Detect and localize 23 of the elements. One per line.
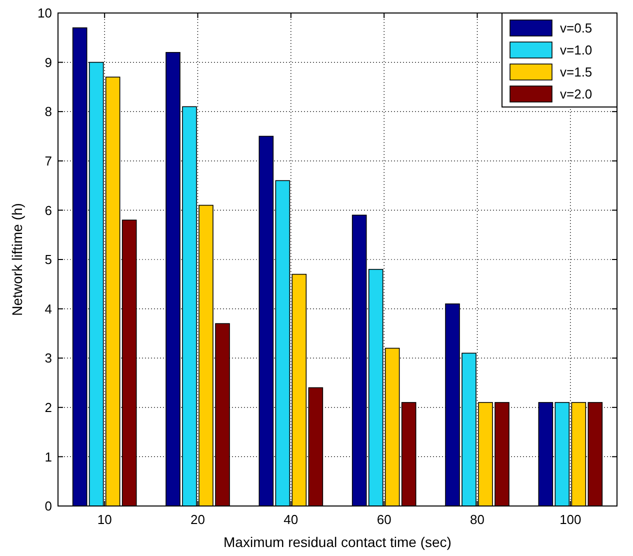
y-tick-label: 7 (44, 153, 52, 168)
y-tick-label: 4 (44, 301, 52, 316)
y-tick-label: 10 (38, 6, 52, 21)
x-axis-title: Maximum residual contact time (sec) (224, 534, 452, 550)
x-tick-label: 20 (190, 512, 205, 527)
y-tick-label: 6 (44, 202, 52, 218)
y-tick-label: 5 (44, 252, 52, 268)
y-tick-label: 9 (44, 54, 52, 70)
y-axis-title: Network liftime (h) (9, 203, 25, 316)
x-tick-label: 40 (284, 512, 298, 527)
y-tick-label: 1 (44, 449, 52, 464)
legend-label: v=1.5 (560, 64, 592, 80)
y-tick-label: 0 (44, 498, 52, 514)
y-tick-label: 2 (44, 400, 52, 415)
x-tick-label: 100 (560, 512, 582, 527)
legend-label: v=2.0 (560, 86, 592, 102)
legend-label: v=1.0 (560, 42, 592, 58)
x-tick-label: 60 (376, 512, 392, 527)
y-tick-label: 3 (44, 350, 52, 366)
y-tick-label: 8 (44, 104, 52, 120)
legend-label: v=0.5 (560, 20, 592, 36)
x-tick-label: 10 (97, 512, 112, 527)
x-tick-label: 80 (470, 512, 484, 527)
